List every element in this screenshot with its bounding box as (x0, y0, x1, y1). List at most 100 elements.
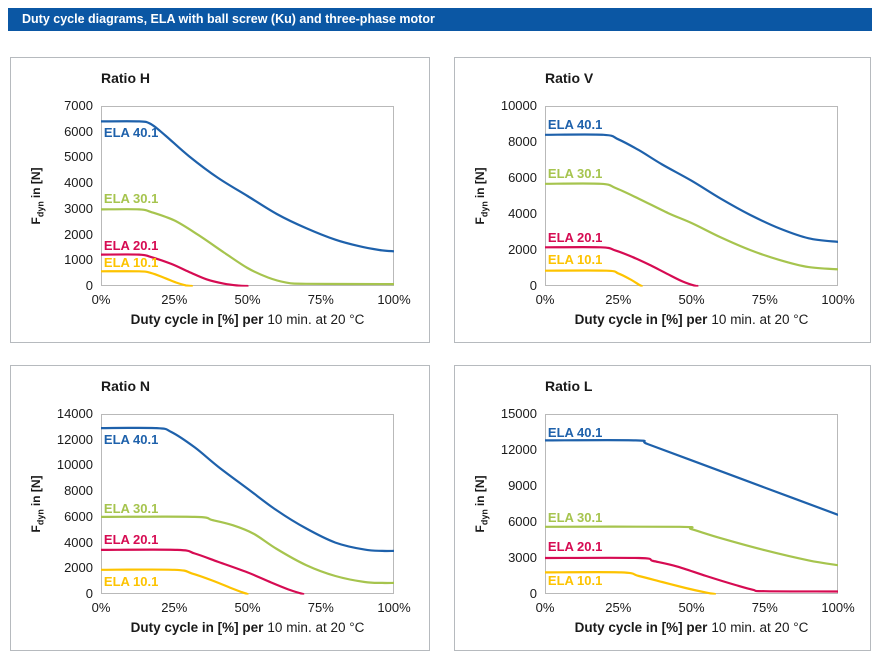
x-tick-label: 25% (161, 600, 188, 615)
chart-panel-ratio-n: Ratio N Fdynin [N] Duty cycle in [%] per… (10, 365, 430, 651)
curve-ela-10-1 (545, 269, 643, 287)
chart-panel-ratio-v: Ratio V Fdynin [N] Duty cycle in [%] per… (454, 57, 871, 343)
x-axis-label: Duty cycle in [%] per 10 min. at 20 °C (130, 312, 365, 327)
series-label-ela-20-1: ELA 20.1 (547, 230, 603, 246)
x-tick-label: 75% (751, 600, 778, 615)
curve-ela-40-1 (545, 133, 838, 243)
curve-ela-10-1 (101, 270, 193, 287)
y-tick-label: 8000 (508, 134, 537, 149)
plot-area (101, 414, 394, 595)
series-label-ela-40-1: ELA 40.1 (103, 125, 159, 140)
x-tick-label: 100% (377, 292, 411, 307)
y-tick-label: 0 (85, 278, 93, 293)
y-tick-label: 14000 (56, 406, 93, 421)
y-tick-label: 3000 (64, 200, 93, 216)
curve-ela-10-1 (101, 568, 249, 595)
y-tick-label: 3000 (508, 550, 537, 565)
y-tick-label: 0 (529, 278, 537, 293)
x-tick-label: 25% (161, 292, 188, 307)
y-axis-label: Fdynin [N] (473, 475, 490, 533)
curve-ela-40-1 (101, 426, 394, 553)
x-tick-label: 50% (678, 600, 705, 615)
y-tick-label: 9000 (508, 478, 537, 493)
x-axis-label: Duty cycle in [%] per 10 min. at 20 °C (574, 620, 809, 635)
y-tick-label: 5000 (64, 149, 93, 165)
x-tick-label: 0% (91, 292, 111, 307)
curve-ela-20-1 (101, 548, 305, 595)
series-label-ela-20-1: ELA 20.1 (547, 539, 603, 555)
y-tick-label: 6000 (64, 508, 93, 524)
series-label-ela-20-1: ELA 20.1 (103, 532, 159, 547)
series-label-ela-40-1: ELA 40.1 (547, 425, 603, 441)
y-tick-label: 6000 (508, 514, 537, 529)
series-label-ela-30-1: ELA 30.1 (103, 501, 159, 517)
x-tick-label: 75% (307, 600, 334, 615)
chart-panel-ratio-l: Ratio L Fdynin [N] Duty cycle in [%] per… (454, 365, 871, 651)
y-tick-label: 10000 (56, 457, 93, 473)
x-axis-label: Duty cycle in [%] per 10 min. at 20 °C (574, 312, 809, 327)
curve-ela-20-1 (101, 253, 249, 287)
y-tick-label: 12000 (500, 442, 537, 457)
curve-ela-40-1 (101, 120, 394, 253)
series-label-ela-10-1: ELA 10.1 (547, 251, 603, 267)
page-title-bar: Duty cycle diagrams, ELA with ball screw… (8, 8, 872, 31)
y-tick-label: 4000 (508, 206, 537, 221)
x-tick-label: 75% (751, 292, 778, 307)
curve-ela-30-1 (101, 208, 394, 286)
x-tick-label: 100% (821, 292, 855, 307)
y-tick-label: 2000 (64, 560, 93, 576)
y-tick-label: 2000 (64, 226, 93, 242)
y-tick-label: 15000 (500, 406, 537, 421)
y-axis-label: Fdynin [N] (473, 167, 490, 225)
series-label-ela-30-1: ELA 30.1 (103, 190, 159, 206)
plot-area (101, 106, 394, 287)
curve-ela-40-1 (545, 439, 838, 516)
y-tick-label: 2000 (508, 242, 537, 257)
x-tick-label: 100% (377, 600, 411, 615)
series-label-ela-40-1: ELA 40.1 (547, 116, 603, 132)
curve-ela-20-1 (545, 245, 699, 287)
x-tick-label: 25% (605, 292, 632, 307)
series-label-ela-10-1: ELA 10.1 (103, 254, 159, 270)
chart-title: Ratio V (545, 70, 594, 86)
y-tick-label: 1000 (64, 252, 93, 268)
x-tick-label: 100% (821, 600, 855, 615)
x-tick-label: 75% (307, 292, 334, 307)
chart-title: Ratio L (545, 378, 593, 394)
series-label-ela-10-1: ELA 10.1 (547, 572, 603, 588)
x-tick-label: 50% (234, 600, 261, 615)
series-label-ela-30-1: ELA 30.1 (547, 166, 603, 182)
x-tick-label: 50% (678, 292, 705, 307)
plot-area (545, 106, 838, 287)
x-tick-label: 0% (91, 600, 111, 615)
y-tick-label: 4000 (64, 175, 93, 191)
x-tick-label: 0% (535, 600, 555, 615)
series-label-ela-20-1: ELA 20.1 (103, 237, 159, 253)
x-tick-label: 25% (605, 600, 632, 615)
series-label-ela-10-1: ELA 10.1 (103, 573, 159, 589)
chart-title: Ratio H (101, 70, 150, 86)
series-label-ela-30-1: ELA 30.1 (547, 510, 603, 526)
y-tick-label: 7000 (64, 98, 93, 113)
y-tick-label: 12000 (56, 431, 93, 447)
y-tick-label: 6000 (508, 170, 537, 185)
curve-ela-30-1 (545, 182, 838, 271)
plot-border (545, 414, 838, 594)
x-axis-label: Duty cycle in [%] per 10 min. at 20 °C (130, 620, 365, 635)
curve-ela-30-1 (545, 525, 838, 567)
curve-ela-30-1 (101, 515, 394, 585)
y-tick-label: 0 (85, 586, 93, 601)
chart-title: Ratio N (101, 378, 150, 394)
page-title: Duty cycle diagrams, ELA with ball screw… (22, 12, 435, 26)
curve-ela-10-1 (545, 571, 716, 595)
chart-panel-ratio-h: Ratio H Fdynin [N] Duty cycle in [%] per… (10, 57, 430, 343)
y-tick-label: 6000 (64, 123, 93, 139)
series-label-ela-40-1: ELA 40.1 (103, 431, 159, 447)
curve-ela-20-1 (545, 556, 838, 593)
y-tick-label: 8000 (64, 483, 93, 499)
plot-area (545, 414, 838, 595)
y-tick-label: 0 (529, 586, 537, 601)
x-tick-label: 0% (535, 292, 555, 307)
y-tick-label: 10000 (500, 98, 537, 113)
x-tick-label: 50% (234, 292, 261, 307)
